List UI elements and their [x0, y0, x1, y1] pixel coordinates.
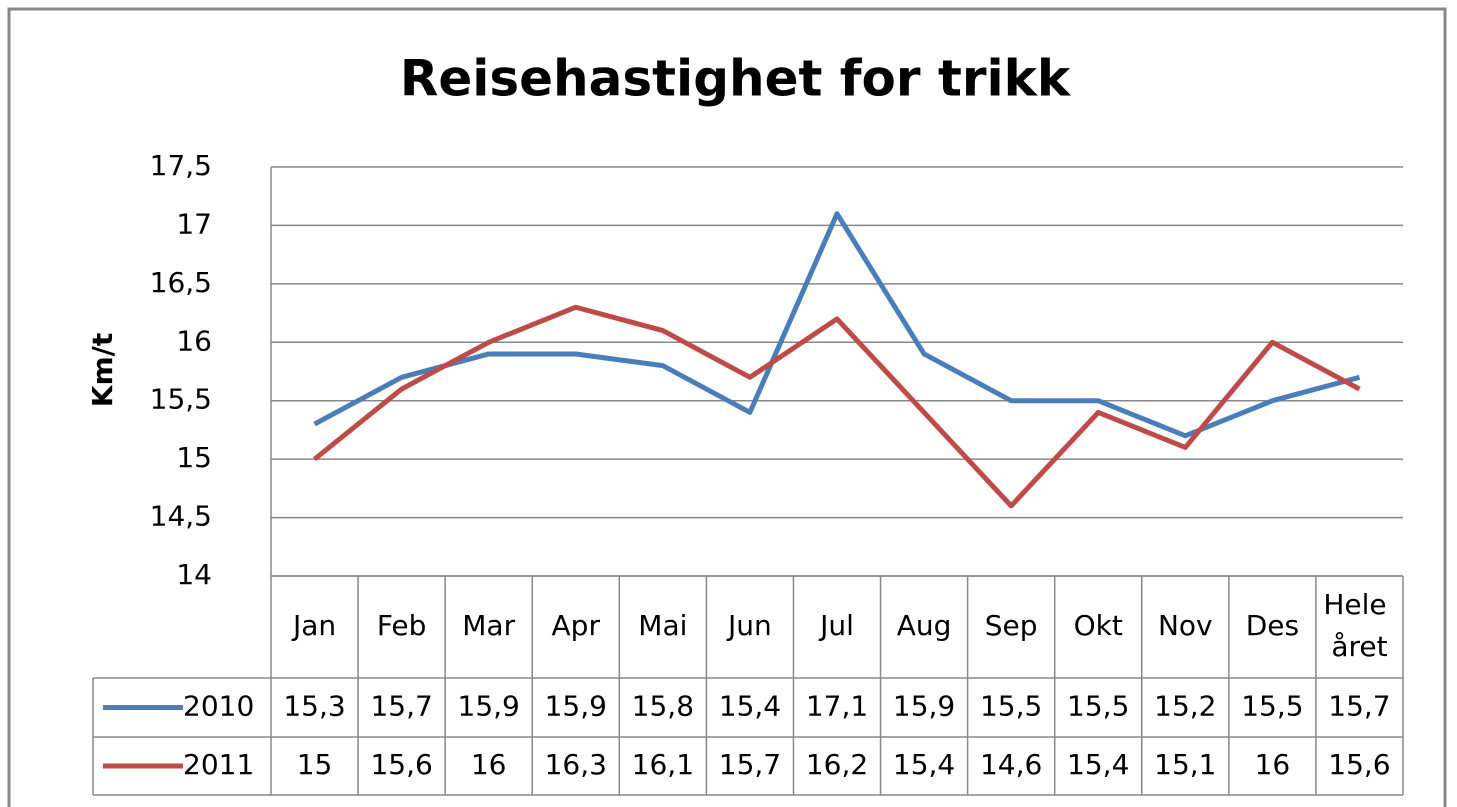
table-value: 15,6	[370, 748, 432, 781]
x-tick-label: Aug	[897, 609, 952, 642]
x-tick-label: Mai	[638, 609, 687, 642]
x-tick-label: Apr	[552, 609, 601, 642]
table-value: 16,3	[545, 748, 607, 781]
table-value: 15	[297, 748, 333, 781]
x-tick-label: Feb	[377, 609, 427, 642]
y-axis-label: Km/t	[86, 333, 119, 407]
table-value: 15,7	[370, 690, 432, 723]
table-value: 15,5	[980, 690, 1042, 723]
y-tick-label: 14	[176, 558, 212, 591]
y-tick-label: 15	[176, 441, 212, 474]
table-value: 15,3	[283, 690, 345, 723]
table-value: 16,2	[806, 748, 868, 781]
table-value: 15,2	[1154, 690, 1216, 723]
table-value: 15,6	[1328, 748, 1390, 781]
table-value: 15,7	[1328, 690, 1390, 723]
legend-label: 2011	[183, 748, 254, 781]
legend-label: 2010	[183, 690, 254, 723]
y-tick-label: 17	[176, 207, 212, 240]
table-value: 15,8	[632, 690, 694, 723]
table-value: 15,5	[1241, 690, 1303, 723]
y-tick-label: 15,5	[150, 383, 212, 416]
table-value: 16	[1255, 748, 1291, 781]
table-value: 16	[471, 748, 507, 781]
series-line	[313, 211, 1361, 439]
table-value: 15,9	[458, 690, 520, 723]
table-value: 15,9	[893, 690, 955, 723]
table-value: 16,1	[632, 748, 694, 781]
x-tick-label: Jul	[818, 609, 854, 642]
y-tick-label: 16,5	[150, 266, 212, 299]
x-tick-label: Jan	[291, 609, 336, 642]
chart-border	[7, 7, 1447, 807]
chart-title: Reisehastighet for trikk	[400, 50, 1072, 108]
table-value: 15,9	[545, 690, 607, 723]
table-value: 15,7	[719, 748, 781, 781]
table-value: 17,1	[806, 690, 868, 723]
y-tick-label: 16	[176, 324, 212, 357]
y-tick-label: 17,5	[150, 149, 212, 182]
table-value: 15,4	[1067, 748, 1129, 781]
table-value: 15,5	[1067, 690, 1129, 723]
x-tick-label: Sep	[985, 609, 1038, 642]
y-tick-label: 14,5	[150, 500, 212, 533]
table-value: 15,4	[893, 748, 955, 781]
x-tick-label: Hele året	[1323, 588, 1395, 663]
x-tick-label: Okt	[1074, 609, 1123, 642]
x-tick-label: Mar	[462, 609, 515, 642]
table-value: 15,1	[1154, 748, 1216, 781]
x-tick-label: Jun	[726, 609, 772, 642]
series-line	[312, 304, 1361, 509]
table-value: 14,6	[980, 748, 1042, 781]
x-tick-label: Nov	[1158, 609, 1213, 642]
table-value: 15,4	[719, 690, 781, 723]
x-tick-label: Des	[1246, 609, 1299, 642]
